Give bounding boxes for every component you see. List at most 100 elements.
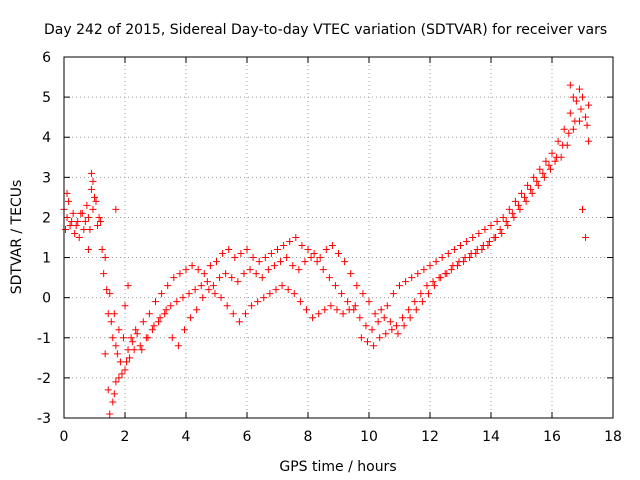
data-point	[429, 278, 437, 286]
data-point	[510, 213, 518, 221]
data-point	[463, 238, 471, 246]
y-tick-label: 2	[42, 210, 51, 226]
x-tick-label: 2	[121, 429, 130, 445]
data-point	[583, 121, 591, 129]
data-point	[252, 270, 260, 278]
data-point	[289, 262, 297, 270]
data-point	[152, 298, 159, 306]
x-tick-label: 8	[304, 429, 313, 445]
data-point	[150, 322, 158, 330]
data-point	[496, 225, 504, 233]
data-point	[103, 286, 111, 294]
data-point	[132, 326, 140, 334]
data-point	[319, 266, 327, 274]
data-point	[310, 250, 318, 258]
data-point	[86, 225, 94, 233]
data-point	[536, 165, 544, 173]
data-point	[200, 270, 208, 278]
data-point	[248, 302, 256, 310]
data-point	[101, 254, 109, 262]
data-point	[565, 129, 573, 137]
x-tick-label: 6	[243, 429, 252, 445]
data-point	[266, 290, 274, 298]
data-point	[560, 125, 568, 133]
data-point	[553, 153, 561, 161]
data-point	[107, 318, 115, 326]
data-point	[254, 298, 262, 306]
data-point	[106, 410, 114, 418]
data-point	[389, 290, 397, 298]
data-point	[283, 254, 291, 262]
data-point	[524, 181, 532, 189]
data-point	[83, 201, 91, 209]
data-point	[164, 282, 172, 290]
data-point	[344, 298, 352, 306]
data-point	[237, 250, 245, 258]
data-point	[199, 294, 207, 302]
data-point	[502, 217, 510, 225]
data-point	[327, 302, 335, 310]
y-tick-label: 1	[42, 251, 51, 267]
data-point	[115, 326, 123, 334]
data-point	[402, 278, 410, 286]
data-point	[119, 334, 127, 342]
data-point	[527, 185, 535, 193]
data-point	[438, 254, 446, 262]
data-point	[213, 258, 220, 266]
data-point	[222, 270, 230, 278]
data-point	[66, 221, 74, 229]
data-point	[68, 217, 76, 225]
data-point	[411, 298, 419, 306]
data-point	[162, 306, 170, 314]
data-point	[277, 258, 285, 266]
data-point	[228, 274, 236, 282]
data-point	[130, 346, 138, 354]
data-point	[521, 193, 529, 201]
data-point	[194, 266, 202, 274]
data-point	[400, 322, 408, 330]
y-axis-label: SDTVAR / TECUs	[9, 180, 25, 295]
data-point	[356, 314, 364, 322]
data-point	[396, 282, 403, 290]
data-point	[394, 330, 402, 338]
data-point	[272, 286, 280, 294]
data-point	[110, 310, 118, 318]
data-point	[487, 221, 495, 229]
data-point	[325, 274, 333, 282]
y-tick-label: -1	[37, 331, 51, 347]
data-point	[264, 266, 272, 274]
data-point	[127, 334, 135, 342]
data-point	[161, 310, 169, 318]
data-point	[187, 314, 195, 322]
data-point	[274, 246, 281, 254]
data-point	[492, 234, 500, 241]
data-point	[126, 354, 134, 362]
data-point	[69, 209, 77, 217]
data-point	[89, 177, 97, 185]
data-point	[286, 238, 294, 246]
data-point	[217, 294, 225, 302]
data-point	[444, 250, 452, 258]
data-point	[363, 338, 371, 346]
data-point	[94, 221, 102, 229]
data-point	[467, 250, 475, 258]
data-point	[87, 185, 95, 193]
data-point	[231, 254, 239, 262]
x-tick-label: 12	[421, 429, 439, 445]
data-point	[455, 258, 463, 266]
data-point	[431, 282, 439, 290]
chart-title: Day 242 of 2015, Sidereal Day-to-day VTE…	[44, 22, 607, 38]
data-point	[100, 270, 108, 278]
data-point	[110, 390, 118, 398]
y-tick-label: 4	[42, 130, 51, 146]
data-point	[136, 342, 144, 350]
data-point	[569, 93, 577, 101]
x-tick-label: 10	[360, 429, 378, 445]
data-point	[109, 334, 117, 342]
data-point	[522, 197, 530, 205]
data-point	[374, 318, 382, 326]
data-point	[485, 238, 493, 246]
data-point	[572, 97, 580, 105]
data-point	[74, 217, 82, 225]
data-point	[475, 229, 483, 237]
